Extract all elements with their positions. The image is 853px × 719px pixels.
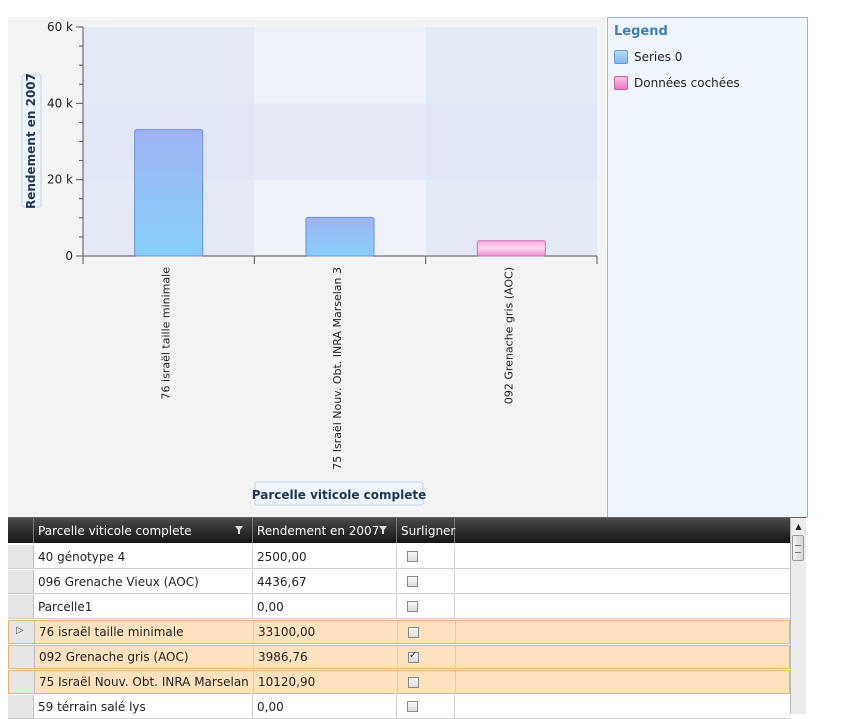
filter-icon[interactable]	[234, 525, 244, 535]
row-indicator[interactable]	[9, 671, 35, 693]
row-indicator[interactable]	[9, 646, 35, 668]
y-tick-label: 0	[65, 249, 73, 263]
row-indicator[interactable]: ▷	[9, 621, 35, 643]
cell-rendement[interactable]: 3986,76	[254, 646, 398, 668]
cell-surligner	[398, 621, 456, 643]
y-tick-label: 60 k	[47, 20, 73, 34]
grid-header: Parcelle viticole complete Rendement en …	[8, 518, 790, 543]
cell-surligner	[398, 671, 456, 693]
column-header-rendement[interactable]: Rendement en 2007	[253, 518, 397, 543]
scroll-thumb[interactable]	[792, 535, 804, 561]
cell-parcelle[interactable]: 096 Grenache Vieux (AOC)	[34, 570, 253, 593]
cell-rendement[interactable]: 33100,00	[254, 621, 398, 643]
chart-panel: 0 20 k 40 k 60 k Rendement en 2007 76 israël …	[8, 17, 606, 517]
surligner-checkbox[interactable]	[408, 626, 419, 638]
surligner-checkbox[interactable]	[407, 576, 418, 587]
legend-title: Legend	[614, 24, 668, 39]
cell-surligner	[397, 570, 455, 593]
legend-item-series-0: Series 0	[614, 49, 682, 65]
x-tick-label: 75 Israël Nouv. Obt. INRA Marselan 3	[331, 267, 344, 470]
bar	[476, 240, 546, 257]
legend-panel: Legend Series 0 Données cochées	[607, 17, 808, 518]
cell-parcelle[interactable]: 59 térrain salé lys	[34, 695, 253, 718]
legend-label: Series 0	[634, 50, 683, 64]
cell-parcelle[interactable]: 75 Israël Nouv. Obt. INRA Marselan 3	[35, 671, 254, 693]
column-header-parcelle[interactable]: Parcelle viticole complete	[34, 518, 253, 543]
current-row-arrow-icon: ▷	[16, 625, 24, 636]
y-tick-label: 20 k	[47, 173, 73, 187]
row-indicator[interactable]	[8, 595, 34, 618]
column-header-label: Rendement en 2007	[257, 523, 380, 538]
legend-item-checked-data: Données cochées	[614, 75, 740, 91]
legend-swatch-pink	[614, 76, 628, 90]
filter-icon[interactable]	[378, 525, 388, 535]
y-label-box	[21, 74, 42, 208]
table-row[interactable]: 40 génotype 4 2500,00	[8, 545, 790, 569]
bar-chart: 0 20 k 40 k 60 k Rendement en 2007 76 israël …	[21, 20, 598, 506]
scroll-up-arrow-icon[interactable]: ▲	[795, 521, 802, 531]
cell-rendement[interactable]: 10120,90	[254, 671, 398, 693]
x-tick-label: 76 israël taille minimale	[160, 267, 173, 400]
x-tick-label: 092 Grenache gris (AOC)	[502, 267, 515, 404]
x-axis-label: Parcelle viticole complete	[252, 488, 426, 502]
legend-swatch-blue	[614, 50, 628, 64]
cell-parcelle[interactable]: 76 israël taille minimale	[35, 621, 254, 643]
cell-parcelle[interactable]: Parcelle1	[34, 595, 253, 618]
table-row[interactable]: Parcelle1 0,00	[8, 595, 790, 619]
table-row[interactable]: 096 Grenache Vieux (AOC) 4436,67	[8, 570, 790, 594]
row-indicator[interactable]	[8, 695, 34, 718]
column-header-surligner[interactable]: Surligner	[397, 518, 455, 543]
y-axis-label: Rendement en 2007	[24, 73, 38, 209]
table-row[interactable]: 75 Israël Nouv. Obt. INRA Marselan 3 1012…	[8, 670, 790, 694]
header-indicator-cell	[8, 518, 34, 543]
vertical-scrollbar[interactable]: ▲	[790, 518, 806, 714]
cell-surligner	[397, 695, 455, 718]
y-tick-label: 40 k	[47, 96, 73, 110]
table-row[interactable]: 092 Grenache gris (AOC) 3986,76	[8, 645, 790, 669]
cell-rendement[interactable]: 0,00	[253, 595, 397, 618]
x-label-box	[254, 481, 424, 506]
cell-parcelle[interactable]: 40 génotype 4	[34, 545, 253, 568]
column-header-label: Parcelle viticole complete	[38, 523, 192, 538]
cell-rendement[interactable]: 4436,67	[253, 570, 397, 593]
cell-rendement[interactable]: 2500,00	[253, 545, 397, 568]
legend-label: Données cochées	[634, 76, 740, 90]
surligner-checkbox[interactable]	[407, 701, 418, 712]
cell-surligner	[397, 545, 455, 568]
cell-surligner	[398, 646, 456, 668]
surligner-checkbox[interactable]	[407, 601, 418, 612]
cell-rendement[interactable]: 0,00	[253, 695, 397, 718]
cell-parcelle[interactable]: 092 Grenache gris (AOC)	[35, 646, 254, 668]
cell-surligner	[397, 595, 455, 618]
row-indicator[interactable]	[8, 570, 34, 593]
surligner-checkbox[interactable]	[408, 676, 419, 688]
bar	[305, 216, 375, 257]
column-header-label: Surligner	[401, 523, 456, 538]
data-grid: Parcelle viticole complete Rendement en …	[8, 517, 806, 719]
row-indicator[interactable]	[8, 545, 34, 568]
surligner-checkbox[interactable]	[407, 551, 418, 562]
table-row[interactable]: ▷ 76 israël taille minimale 33100,00	[8, 620, 790, 644]
surligner-checkbox[interactable]	[408, 650, 419, 663]
table-row[interactable]: 59 térrain salé lys 0,00	[8, 695, 790, 719]
bar	[134, 129, 204, 257]
